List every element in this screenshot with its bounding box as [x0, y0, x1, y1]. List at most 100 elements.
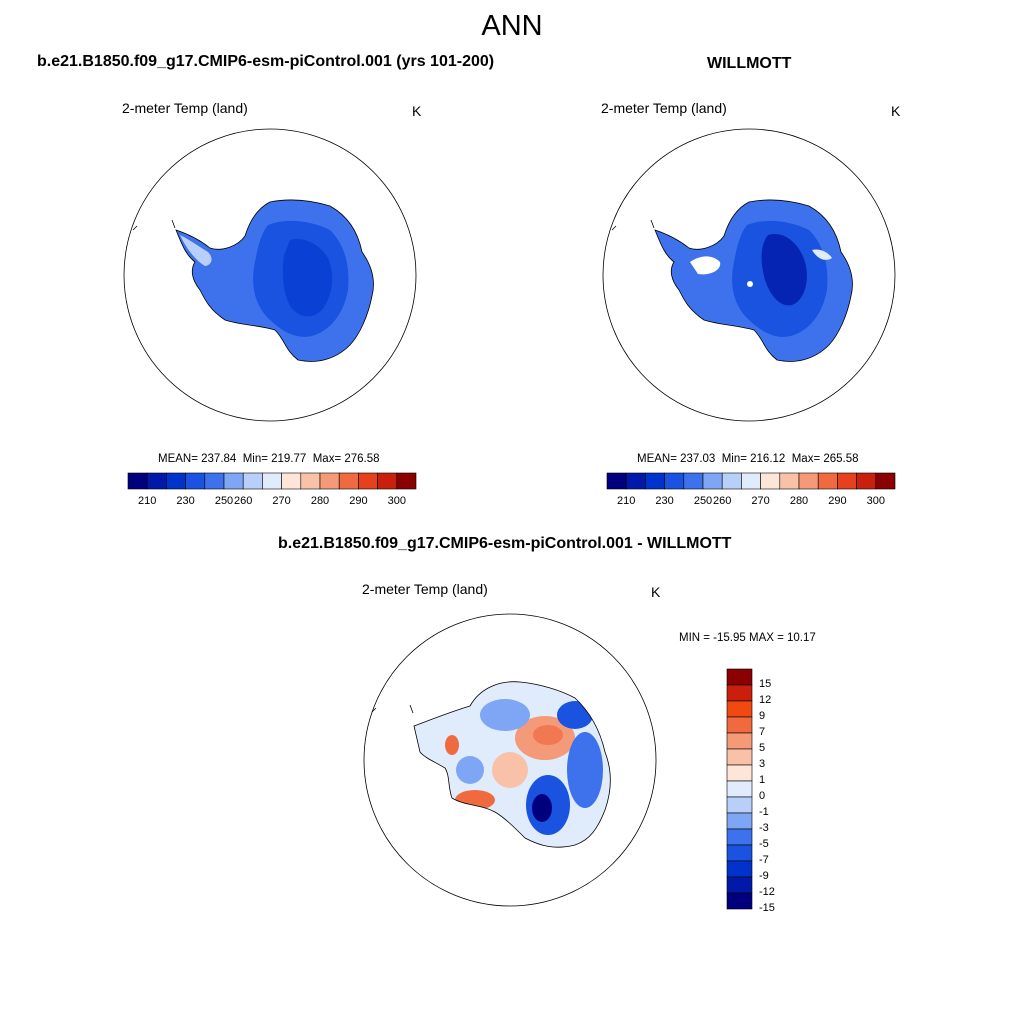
- panel-2-colorbar: [606, 472, 896, 490]
- colorbar-1-swatch: [358, 472, 378, 490]
- colorbar-1-swatch: [300, 472, 321, 490]
- panel-2-ice-shelf-light: [690, 256, 721, 275]
- panel-2-min: Min= 216.12: [721, 453, 786, 465]
- colorbar-3-swatch: [726, 844, 753, 862]
- anomaly-warm-east: [492, 752, 528, 788]
- colorbar-3-tick-label: -5: [759, 838, 769, 850]
- colorbar-2-swatch: [625, 472, 646, 490]
- colorbar-1-swatch: [127, 472, 148, 490]
- colorbar-3-tick-label: 0: [759, 790, 766, 802]
- colorbar-3-swatch: [726, 812, 753, 830]
- colorbar-3-swatch: [726, 892, 753, 910]
- colorbar-2-swatch: [798, 472, 819, 490]
- panel-3-colorbar: [726, 668, 753, 910]
- colorbar-2-swatch: [817, 472, 838, 490]
- colorbar-2-swatch: [683, 472, 704, 490]
- colorbar-3-tick-label: 9: [759, 710, 766, 722]
- colorbar-2-swatch: [645, 472, 665, 490]
- panel-1-antarctica-core: [282, 239, 333, 317]
- colorbar-3-tick-label: 1: [759, 774, 766, 786]
- panel-2-title: WILLMOTT: [707, 55, 792, 72]
- panel-2-antarctica-core: [761, 234, 807, 306]
- colorbar-3-tick-label: 3: [759, 758, 766, 770]
- colorbar-2-tick-label: 280: [789, 495, 809, 507]
- colorbar-2-tick-label: 270: [751, 495, 770, 507]
- panel-2-coast-light: [812, 249, 832, 260]
- colorbar-1-tick-label: 210: [138, 495, 157, 507]
- colorbar-1-tick-label: 250: [214, 495, 234, 507]
- anomaly-cold-west: [480, 699, 530, 731]
- panel-1-variable-label: 2-meter Temp (land): [122, 100, 248, 116]
- panel-3-variable-label: 2-meter Temp (land): [362, 581, 488, 597]
- colorbar-1-swatch: [281, 472, 302, 490]
- panel-3-coast-islands: [371, 704, 414, 714]
- colorbar-3-tick-label: 7: [759, 726, 766, 738]
- panel-3-title: b.e21.B1850.f09_g17.CMIP6-esm-piControl.…: [278, 535, 732, 552]
- colorbar-3-tick-label: -3: [759, 822, 769, 834]
- colorbar-2-tick-label: 300: [866, 495, 885, 507]
- colorbar-3-swatch: [726, 876, 753, 894]
- panel-1-coast-islands: [132, 219, 176, 231]
- colorbar-1-swatch: [338, 472, 359, 490]
- colorbar-2-swatch: [875, 472, 896, 490]
- panel-3-map: [363, 613, 657, 907]
- colorbar-1-tick-label: 230: [176, 495, 195, 507]
- colorbar-3-swatch: [726, 732, 753, 750]
- colorbar-3-tick-label: -15: [759, 902, 775, 914]
- panel-3-coastline: [413, 681, 611, 848]
- colorbar-1-swatch: [262, 472, 282, 490]
- colorbar-1-swatch: [242, 472, 263, 490]
- colorbar-2-swatch: [837, 472, 857, 490]
- colorbar-2-tick-label: 210: [617, 495, 636, 507]
- anomaly-warm-center-core: [533, 725, 563, 745]
- panel-2-variable-label: 2-meter Temp (land): [601, 100, 727, 116]
- colorbar-3-swatch: [726, 780, 753, 798]
- colorbar-2-tick-label: 230: [655, 495, 674, 507]
- panel-1-units-label: K: [412, 103, 422, 119]
- colorbar-1-swatch: [377, 472, 398, 490]
- colorbar-1-tick-label: 270: [272, 495, 291, 507]
- panel-3-minmax: MIN = -15.95 MAX = 10.17: [679, 632, 816, 644]
- panel-1-mean: MEAN= 237.84: [158, 453, 237, 465]
- colorbar-1-swatch: [204, 472, 225, 490]
- colorbar-3-swatch: [726, 668, 753, 686]
- anomaly-cold-south-core: [532, 794, 552, 822]
- panel-1-title: b.e21.B1850.f09_g17.CMIP6-esm-piControl.…: [37, 53, 495, 70]
- panel-2-units-label: K: [891, 103, 901, 119]
- colorbar-1-swatch: [146, 472, 167, 490]
- figure-title: ANN: [481, 10, 543, 42]
- colorbar-1-swatch: [185, 472, 206, 490]
- colorbar-3-swatch: [726, 684, 753, 702]
- colorbar-3-tick-label: 15: [759, 678, 772, 690]
- colorbar-2-swatch: [856, 472, 877, 490]
- colorbar-1-tick-label: 300: [387, 495, 406, 507]
- colorbar-3-tick-label: -12: [759, 886, 775, 898]
- colorbar-3-swatch: [726, 716, 753, 734]
- colorbar-2-tick-label: 260: [713, 495, 732, 507]
- colorbar-1-swatch: [319, 472, 340, 490]
- colorbar-3-tick-label: -7: [759, 854, 769, 866]
- colorbar-2-swatch: [741, 472, 761, 490]
- colorbar-1-swatch: [396, 472, 417, 490]
- colorbar-3-tick-label: -1: [759, 806, 769, 818]
- colorbar-3-swatch: [726, 796, 753, 814]
- colorbar-3-swatch: [726, 700, 753, 718]
- panel-2-map: [602, 128, 896, 422]
- panel-2-max: Max= 265.58: [791, 453, 859, 465]
- colorbar-2-swatch: [702, 472, 723, 490]
- anomaly-warm-peninsula: [445, 735, 459, 755]
- colorbar-2-swatch: [779, 472, 800, 490]
- panel-1-map: [123, 128, 417, 422]
- colorbar-3-tick-label: -9: [759, 870, 769, 882]
- colorbar-2-swatch: [664, 472, 685, 490]
- anomaly-cold-peninsula: [456, 756, 484, 784]
- colorbar-1-tick-label: 260: [234, 495, 253, 507]
- panel-1-stats: MEAN= 237.84 Min= 219.77 Max= 276.58: [158, 453, 380, 465]
- panel-3-anomaly-field: [445, 699, 603, 835]
- colorbar-3-swatch: [726, 764, 753, 782]
- anomaly-cold-coast: [567, 732, 603, 808]
- colorbar-3-swatch: [726, 748, 753, 766]
- panel-2-pole-marker: [747, 281, 753, 287]
- colorbar-1-swatch: [223, 472, 244, 490]
